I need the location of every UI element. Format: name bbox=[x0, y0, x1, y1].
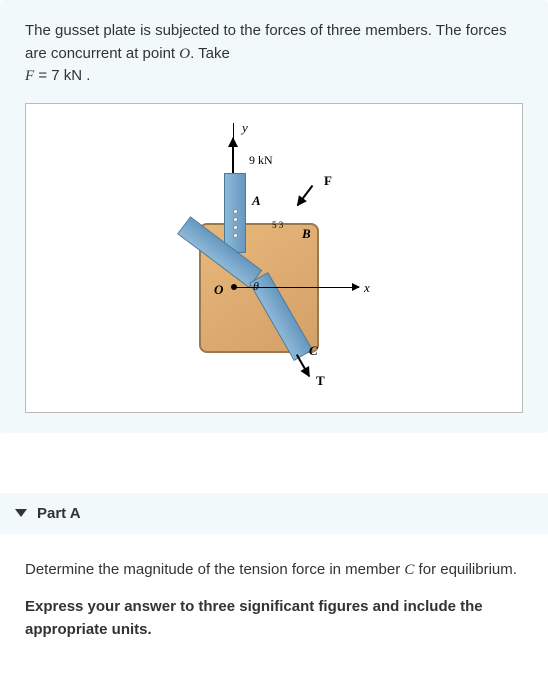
part-a-question: Determine the magnitude of the tension f… bbox=[25, 559, 523, 582]
rivet bbox=[233, 233, 238, 238]
f-variable: F bbox=[25, 68, 34, 84]
rivet bbox=[233, 225, 238, 230]
part-a-title: Part A bbox=[37, 505, 81, 522]
force-t-label: T bbox=[316, 373, 325, 389]
question-text-1: Determine the magnitude of the tension f… bbox=[25, 561, 404, 578]
angle-53-label: 5 3 bbox=[272, 220, 283, 230]
f-value: = 7 kN . bbox=[34, 67, 90, 84]
problem-text-1: The gusset plate is subjected to the for… bbox=[25, 22, 507, 62]
force-label-9kn: 9 kN bbox=[249, 153, 273, 168]
rivet bbox=[233, 209, 238, 214]
origin-point bbox=[231, 284, 237, 290]
answer-instruction: Express your answer to three significant… bbox=[25, 596, 523, 641]
y-axis-label: y bbox=[242, 120, 248, 136]
member-b-label: B bbox=[302, 226, 311, 242]
member-a bbox=[224, 173, 246, 253]
member-c-var: C bbox=[404, 562, 414, 578]
part-a-header[interactable]: Part A bbox=[0, 493, 548, 534]
force-arrow-t bbox=[296, 354, 310, 377]
member-c-label: C bbox=[309, 343, 318, 359]
force-f-label: F bbox=[324, 173, 332, 189]
point-o: O bbox=[179, 46, 190, 62]
force-arrow-f bbox=[297, 184, 314, 205]
theta-label: θ bbox=[253, 279, 259, 294]
problem-statement: The gusset plate is subjected to the for… bbox=[25, 20, 523, 88]
force-arrow-9kn bbox=[232, 138, 234, 173]
rivet bbox=[233, 217, 238, 222]
origin-label: O bbox=[214, 282, 223, 298]
collapse-caret-icon[interactable] bbox=[15, 509, 27, 517]
figure-container: y 9 kN A B 5 3 F bbox=[25, 103, 523, 413]
question-text-2: for equilibrium. bbox=[414, 561, 517, 578]
x-axis-label: x bbox=[364, 280, 370, 296]
gusset-plate-diagram: y 9 kN A B 5 3 F bbox=[154, 118, 394, 398]
problem-text-2: . Take bbox=[190, 45, 230, 62]
member-a-label: A bbox=[252, 193, 261, 209]
